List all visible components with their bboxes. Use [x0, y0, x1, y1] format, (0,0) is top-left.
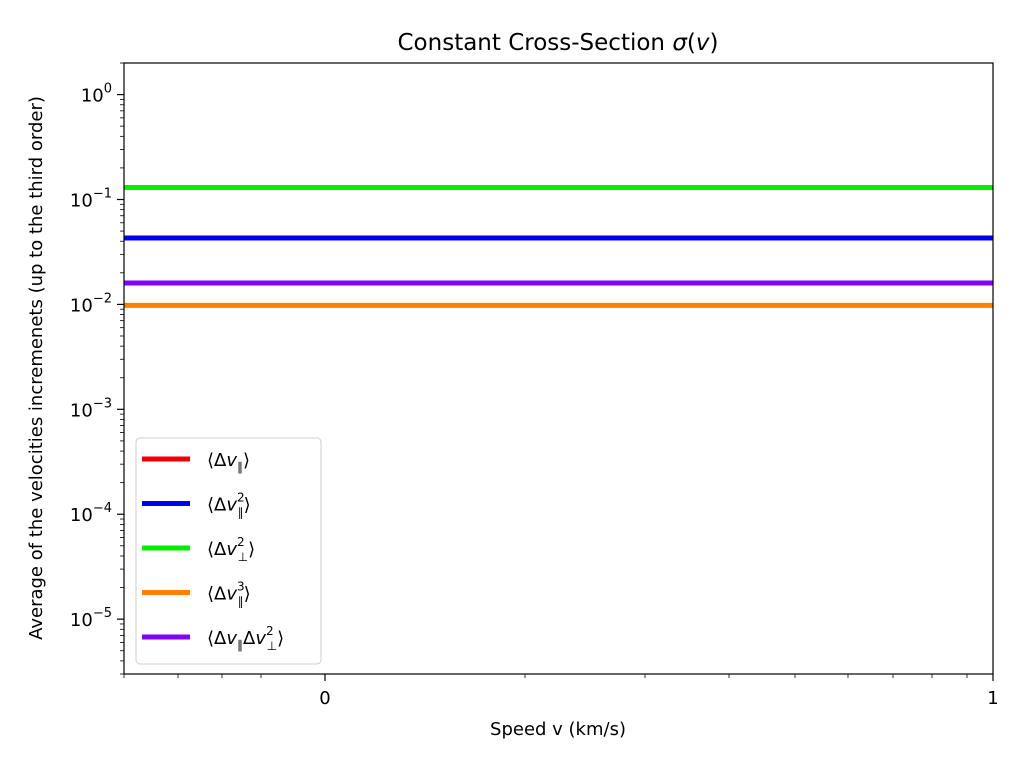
- x-tick-label: 1: [987, 688, 998, 709]
- legend-box: [135, 437, 322, 665]
- x-axis-label: Speed v (km/s): [490, 719, 626, 740]
- y-tick-label: 10−4: [70, 501, 112, 526]
- y-axis-label: Average of the velocities incremenets (u…: [26, 96, 47, 640]
- legend-label-0: ⟨Δv∥⟩: [207, 450, 250, 474]
- plot-frame: [123, 62, 994, 675]
- x-tick-label: 0: [319, 688, 330, 709]
- legend: ⟨Δv∥⟩ ⟨Δv2 ∥⟩ ⟨Δv2 ⊥⟩ ⟨Δv3 ∥⟩ ⟨Δv∥Δv2 ⊥⟩: [135, 437, 322, 665]
- chart-title: Constant Cross-Section σ(v): [398, 30, 719, 56]
- y-tick-label: 10−2: [70, 291, 112, 316]
- y-axis-ticks: 100 10−1 10−2 10−3 10−4 10−5: [70, 62, 124, 675]
- y-tick-label: 10−5: [70, 606, 112, 631]
- legend-label-4: ⟨Δv∥Δv2 ⊥⟩: [207, 624, 284, 653]
- y-tick-label: 100: [81, 82, 112, 107]
- y-tick-label: 10−3: [70, 396, 112, 421]
- legend-label-1: ⟨Δv2 ∥⟩: [207, 491, 251, 520]
- series-lines: [124, 185, 993, 308]
- y-tick-label: 10−1: [70, 186, 112, 211]
- legend-label-3: ⟨Δv3 ∥⟩: [207, 580, 251, 609]
- legend-label-2: ⟨Δv2 ⊥⟩: [207, 535, 255, 564]
